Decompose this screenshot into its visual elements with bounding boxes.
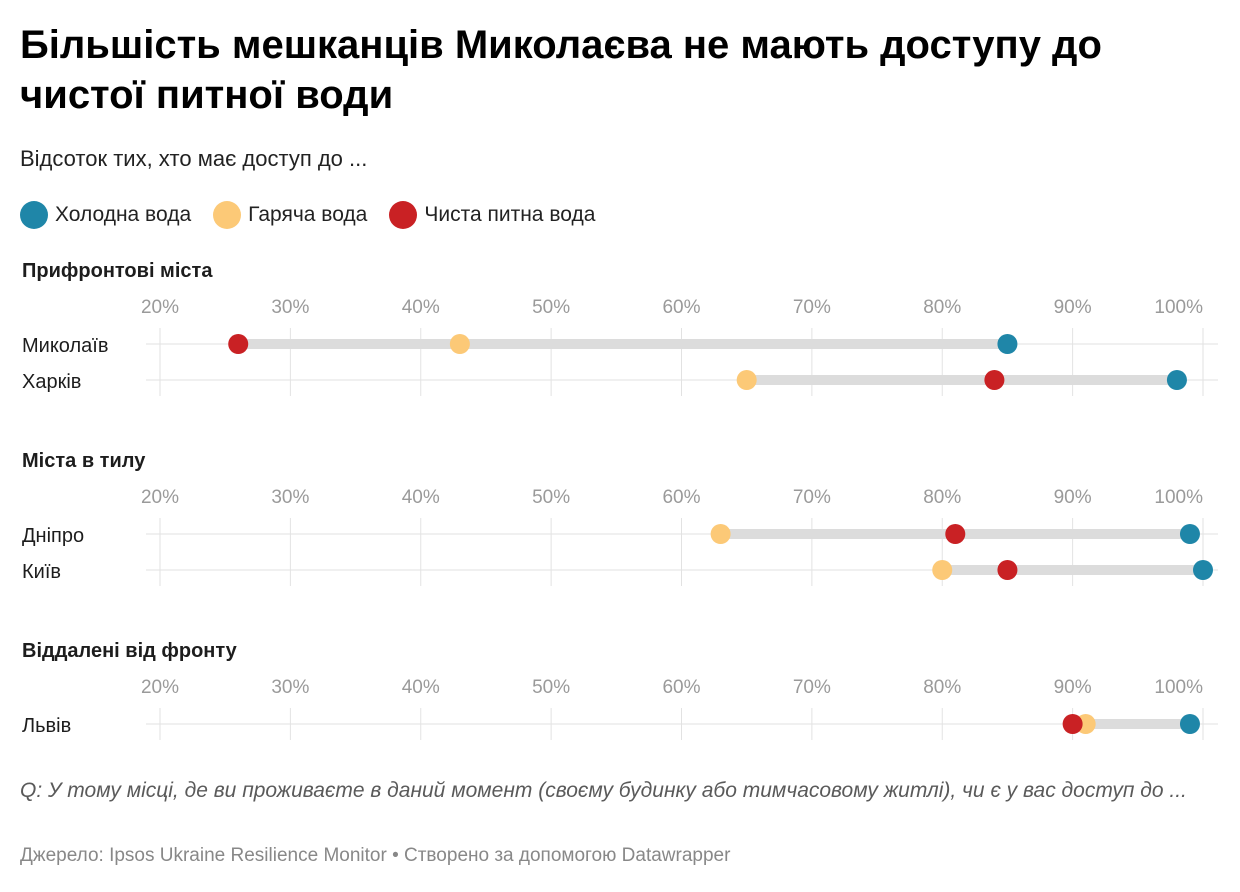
panel-1: Прифронтові міста 20% 30% 40% 50% 60% 70% 80% 90…	[22, 260, 1218, 396]
chart-title: Більшість мешканців Миколаєва не мають д…	[20, 23, 1102, 117]
dot-чиста-питна-вода	[997, 560, 1018, 580]
tick-label: 60%	[662, 487, 700, 508]
panel-3: Віддалені від фронту 20% 30% 40% 50% 60% 70% 80…	[22, 640, 1218, 740]
tick-label: 50%	[532, 297, 570, 318]
tick-label: 100%	[1154, 677, 1203, 698]
panel-title: Віддалені від фронту	[22, 640, 238, 662]
dot-холодна-вода	[997, 334, 1018, 354]
dot-гаряча-вода	[932, 560, 953, 580]
category-label: Миколаїв	[22, 335, 108, 357]
tick-label: 40%	[402, 297, 440, 318]
tick-label: 40%	[402, 677, 440, 698]
legend-swatch-hot-water	[213, 201, 242, 229]
tick-label: 60%	[662, 677, 700, 698]
tick-label: 70%	[793, 487, 831, 508]
dot-холодна-вода	[1166, 370, 1187, 390]
source-credit: Джерело: Ipsos Ukraine Resilience Monito…	[20, 845, 731, 866]
legend-swatch-drinking-water	[389, 201, 418, 229]
tick-label: 60%	[662, 297, 700, 318]
legend-label-hot-water: Гаряча вода	[248, 203, 368, 226]
tick-label: 70%	[793, 297, 831, 318]
tick-label: 30%	[271, 487, 309, 508]
survey-question-note: Q: У тому місці, де ви проживаєте в дани…	[20, 779, 1187, 802]
category-label: Харків	[22, 371, 81, 393]
dot-гаряча-вода	[736, 370, 757, 390]
tick-label: 50%	[532, 677, 570, 698]
legend-label-drinking-water: Чиста питна вода	[424, 203, 596, 226]
legend-label-cold-water: Холодна вода	[55, 203, 192, 226]
legend-item-hot-water: Гаряча вода	[213, 201, 367, 229]
tick-label: 80%	[923, 297, 961, 318]
chart-subtitle: Відсоток тих, хто має доступ до ...	[20, 146, 368, 171]
dot-чиста-питна-вода	[1062, 714, 1083, 734]
tick-label: 40%	[402, 487, 440, 508]
tick-label: 50%	[532, 487, 570, 508]
dot-гаряча-вода	[449, 334, 470, 354]
tick-label: 80%	[923, 677, 961, 698]
tick-label: 100%	[1154, 297, 1203, 318]
panel-2: Міста в тилу 20% 30% 40% 50% 60% 70% 80% 90% 100%…	[22, 450, 1218, 586]
tick-label: 90%	[1054, 487, 1092, 508]
dot-чиста-питна-вода	[228, 334, 249, 354]
tick-label: 80%	[923, 487, 961, 508]
tick-label: 30%	[271, 297, 309, 318]
category-label: Дніпро	[22, 525, 84, 547]
dot-холодна-вода	[1193, 560, 1213, 580]
dot-чиста-питна-вода	[945, 524, 966, 544]
tick-label: 20%	[141, 297, 179, 318]
category-label: Львів	[22, 715, 71, 737]
category-label: Київ	[22, 561, 61, 583]
dot-холодна-вода	[1179, 714, 1200, 734]
tick-label: 100%	[1154, 487, 1203, 508]
legend: Холодна вода Гаряча вода Чиста питна вод…	[20, 200, 617, 230]
tick-label: 20%	[141, 487, 179, 508]
legend-item-cold-water: Холодна вода	[20, 201, 191, 229]
tick-label: 70%	[793, 677, 831, 698]
dot-холодна-вода	[1179, 524, 1200, 544]
legend-swatch-cold-water	[20, 201, 48, 229]
tick-label: 90%	[1054, 297, 1092, 318]
tick-label: 30%	[271, 677, 309, 698]
dot-гаряча-вода	[710, 524, 731, 544]
legend-item-drinking-water: Чиста питна вода	[389, 201, 595, 229]
tick-label: 90%	[1054, 677, 1092, 698]
panel-title: Міста в тилу	[22, 450, 146, 472]
dot-range-charts: Прифронтові міста 20% 30% 40% 50% 60% 70% 80% 90…	[22, 260, 1218, 740]
tick-label: 20%	[141, 677, 179, 698]
dot-чиста-питна-вода	[984, 370, 1005, 390]
panel-title: Прифронтові міста	[22, 260, 213, 282]
